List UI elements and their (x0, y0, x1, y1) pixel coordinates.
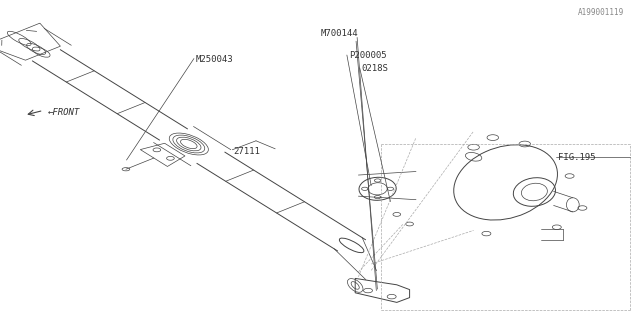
Text: FIG.195: FIG.195 (558, 153, 596, 162)
Text: M700144: M700144 (321, 29, 358, 38)
Text: A199001119: A199001119 (578, 8, 624, 17)
Text: M250043: M250043 (195, 55, 233, 64)
Text: 0218S: 0218S (362, 64, 388, 73)
Text: ←FRONT: ←FRONT (48, 108, 80, 117)
Text: P200005: P200005 (349, 51, 387, 60)
Text: 27111: 27111 (234, 147, 260, 156)
